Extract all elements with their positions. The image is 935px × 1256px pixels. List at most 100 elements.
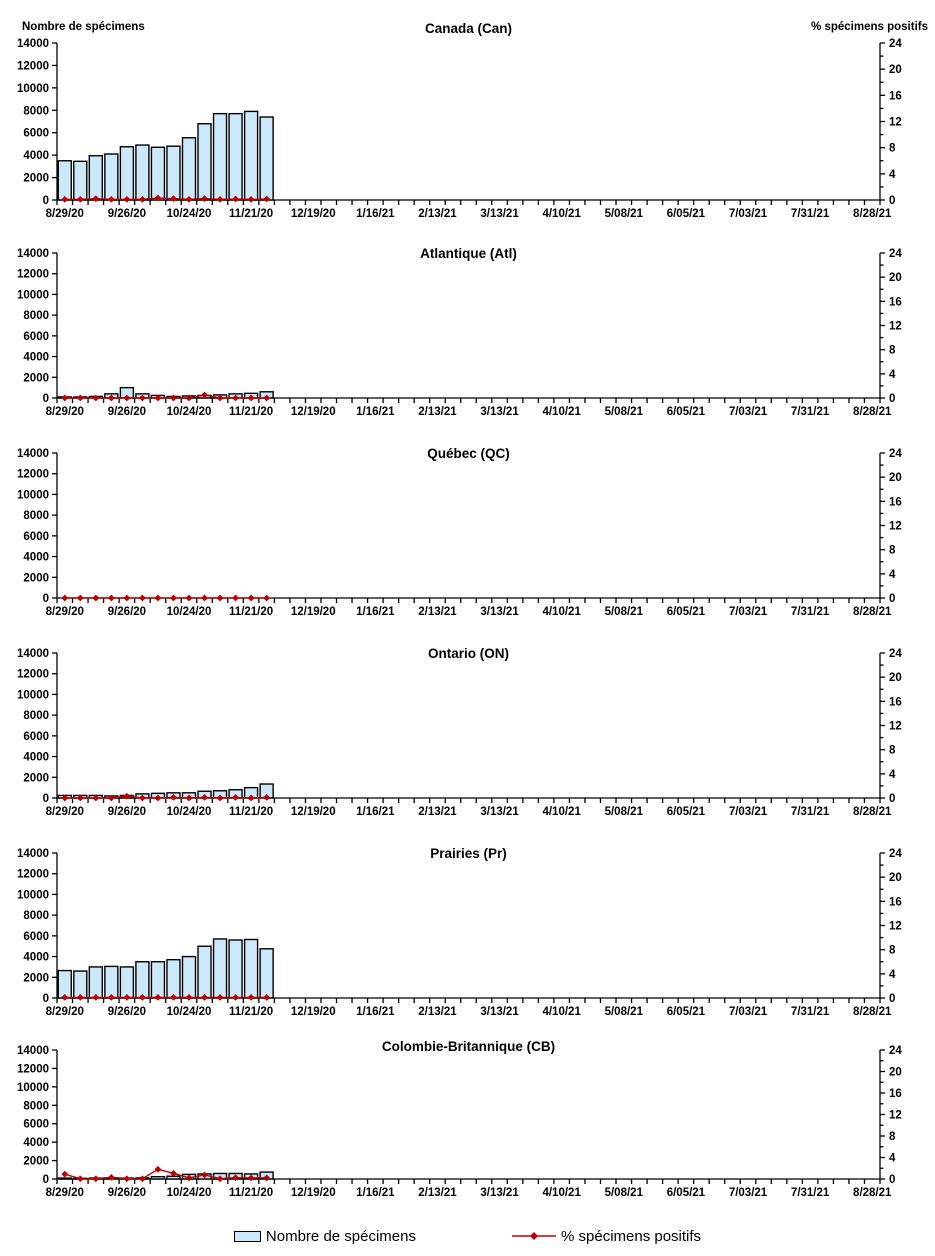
positivity-point — [185, 794, 193, 802]
positivity-point — [92, 394, 100, 402]
left-axis-tick-label: 14000 — [17, 38, 49, 50]
right-axis-tick-label: 4 — [889, 169, 896, 181]
specimen-bar — [212, 112, 228, 201]
left-axis-tick-label: 6000 — [23, 731, 49, 743]
positivity-point — [123, 394, 131, 402]
positivity-point — [154, 194, 162, 202]
legend: Nombre de spécimens % spécimens positifs — [0, 1216, 935, 1256]
x-axis-tick-label: 1/16/21 — [356, 406, 395, 418]
x-axis-tick-label: 4/10/21 — [542, 1187, 581, 1199]
left-axis-tick-label: 8000 — [23, 510, 49, 522]
x-axis-tick-label: 9/26/20 — [108, 406, 146, 418]
left-axis-tick-label: 2000 — [23, 372, 49, 384]
x-axis-tick-label: 3/13/21 — [480, 208, 519, 220]
left-axis-tick-label: 2000 — [23, 572, 49, 584]
positivity-point — [170, 195, 177, 203]
right-axis-tick-label: 0 — [889, 593, 895, 605]
x-axis-tick-label: 9/26/20 — [108, 806, 146, 818]
left-axis-tick-label: 10000 — [17, 1082, 49, 1094]
chart-prairies-svg: 0 2000 4000 6000 8000 10000 12000 14000 0 4 8 12 16 2… — [17, 846, 902, 1018]
right-axis-tick-label: 4 — [889, 569, 896, 581]
left-axis-tick-label: 2000 — [23, 173, 49, 185]
positivity-point — [92, 1175, 100, 1183]
positivity-point — [92, 993, 100, 1001]
chart-ontario-svg: 0 2000 4000 6000 8000 10000 12000 14000 0 4 8 12 16 2… — [17, 646, 902, 818]
left-axis-tick-label: 10000 — [17, 889, 49, 901]
axes: 0 2000 4000 6000 8000 10000 12000 14000 0 4 8 12 16 2… — [17, 448, 902, 618]
left-axis-title: Nombre de spécimens — [22, 21, 145, 33]
right-axis-tick-label: 12 — [889, 521, 902, 533]
x-axis-tick-label: 5/08/21 — [605, 1187, 644, 1199]
x-axis-tick-label: 10/24/20 — [167, 1187, 212, 1199]
axes: 0 2000 4000 6000 8000 10000 12000 14000 0 4 8 12 16 2… — [17, 848, 902, 1018]
positivity-point — [263, 793, 271, 801]
chart-panel-ontario: 0 2000 4000 6000 8000 10000 12000 14000 0 4 8 12 16 2… — [0, 630, 935, 830]
left-axis-tick-label: 4000 — [23, 1137, 49, 1149]
x-axis-tick-label: 2/13/21 — [418, 806, 457, 818]
positivity-point — [201, 793, 208, 801]
right-axis-tick-label: 16 — [889, 696, 902, 708]
x-axis-tick-label: 3/13/21 — [480, 806, 519, 818]
positivity-point — [92, 594, 100, 602]
x-axis-tick-label: 8/28/21 — [853, 208, 892, 220]
left-axis-tick-label: 8000 — [23, 910, 49, 922]
right-axis-tick-label: 12 — [889, 921, 902, 933]
chart-title: Canada (Can) — [425, 21, 512, 36]
x-axis-tick-label: 5/08/21 — [605, 606, 644, 618]
bars-group — [57, 783, 274, 799]
axes: 0 2000 4000 6000 8000 10000 12000 14000 0 4 8 12 16 2… — [17, 648, 902, 818]
right-axis-tick-label: 8 — [889, 745, 896, 757]
legend-specimens-label: Nombre de spécimens — [265, 1227, 416, 1245]
x-axis-tick-label: 8/28/21 — [853, 606, 892, 618]
left-axis-tick-label: 2000 — [23, 1156, 49, 1168]
specimen-bar — [243, 938, 259, 999]
left-axis-tick-label: 8000 — [23, 710, 49, 722]
x-axis-tick-label: 12/19/20 — [291, 406, 336, 418]
x-axis-tick-label: 11/21/20 — [229, 1006, 273, 1018]
x-axis-tick-label: 8/29/20 — [46, 1006, 84, 1018]
x-axis-tick-label: 10/24/20 — [167, 406, 212, 418]
positivity-point — [61, 394, 69, 402]
positive-line-marker-svg — [512, 1232, 556, 1240]
positivity-point — [201, 391, 208, 399]
legend-item-positive: % spécimens positifs — [512, 1228, 701, 1245]
positivity-point — [185, 594, 193, 602]
x-axis-tick-label: 2/13/21 — [418, 606, 457, 618]
positivity-point — [216, 993, 224, 1001]
positivity-point — [232, 195, 239, 203]
left-axis-tick-label: 14000 — [17, 248, 49, 260]
x-axis-tick-label: 11/21/20 — [229, 208, 273, 220]
x-axis-tick-label: 5/08/21 — [605, 806, 644, 818]
positivity-line-group — [61, 792, 271, 802]
specimen-bar — [150, 146, 166, 201]
bars-group — [57, 386, 274, 399]
positivity-point — [216, 794, 224, 802]
x-axis-tick-label: 6/05/21 — [667, 406, 706, 418]
specimen-bar — [88, 155, 104, 201]
right-axis-tick-label: 0 — [889, 1174, 895, 1186]
left-axis-tick-label: 12000 — [17, 469, 49, 481]
specimen-bar — [88, 966, 104, 999]
x-axis-tick-label: 7/03/21 — [729, 606, 768, 618]
left-axis-tick-label: 6000 — [23, 931, 49, 943]
x-axis-tick-label: 7/03/21 — [729, 1187, 768, 1199]
positivity-point — [139, 594, 146, 602]
left-axis-tick-label: 10000 — [17, 83, 49, 95]
right-axis-tick-label: 16 — [889, 496, 902, 508]
left-axis-tick-label: 4000 — [23, 952, 49, 964]
specimen-bar — [166, 145, 181, 201]
x-axis-tick-label: 2/13/21 — [418, 1006, 457, 1018]
x-axis-tick-label: 8/29/20 — [46, 1187, 84, 1199]
specimen-bar — [197, 123, 212, 201]
positivity-point — [92, 195, 100, 203]
left-axis-tick-label: 14000 — [17, 1045, 49, 1057]
specimen-bar — [228, 939, 243, 999]
positivity-point — [247, 794, 255, 802]
right-axis-tick-label: 20 — [889, 872, 902, 884]
positivity-point — [61, 993, 69, 1001]
x-axis-tick-label: 10/24/20 — [167, 1006, 212, 1018]
positivity-point — [61, 594, 69, 602]
x-axis-tick-label: 6/05/21 — [667, 806, 706, 818]
positivity-point — [61, 1170, 69, 1178]
